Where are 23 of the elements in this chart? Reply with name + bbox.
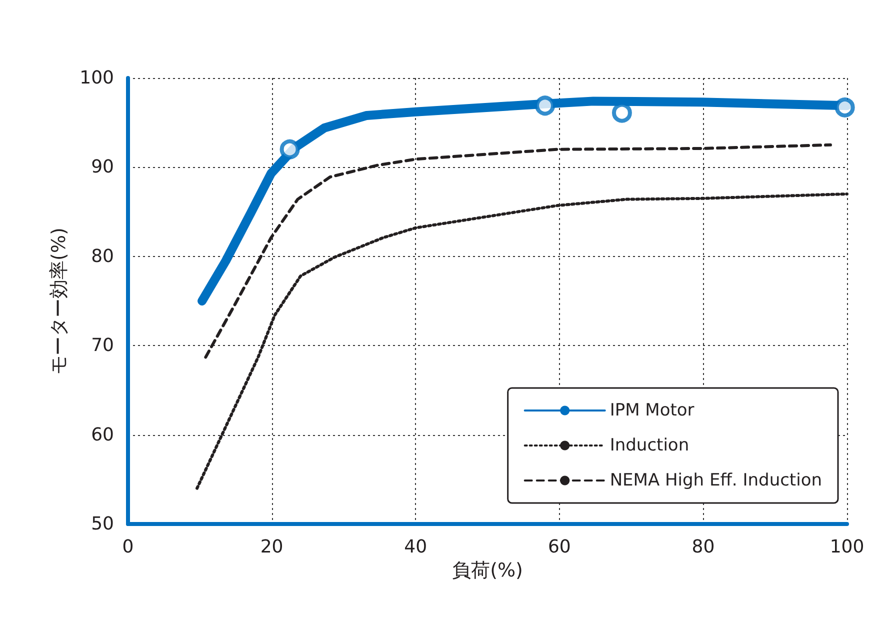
line-series [204,143,832,359]
point [535,96,556,116]
y-tick-label: 80 [91,246,114,267]
x-tick-label: 0 [122,536,134,558]
y-tick-label: 100 [80,68,114,88]
point [280,139,300,160]
x-axis-title: 負荷(%) [452,559,523,582]
y-tick-label: 90 [91,156,114,178]
y-axis-title: モーター効率(%) [48,228,70,374]
legend-label: IPM Motor [610,400,694,420]
y-tick-label: 60 [91,424,114,446]
point [834,97,855,118]
x-tick-label: 20 [260,536,284,558]
legend-label: Induction [610,436,690,456]
x-tick-label: 100 [830,536,864,558]
y-tick-label: 70 [91,335,114,356]
x-tick-label: 60 [548,536,571,558]
x-tick-label: 40 [404,536,428,558]
point [612,102,632,123]
line-series [196,192,848,490]
x-tick-label: 80 [692,536,715,558]
y-tick-label: 50 [91,514,114,534]
legend-label: NEMA High Eff. Induction [610,470,822,490]
